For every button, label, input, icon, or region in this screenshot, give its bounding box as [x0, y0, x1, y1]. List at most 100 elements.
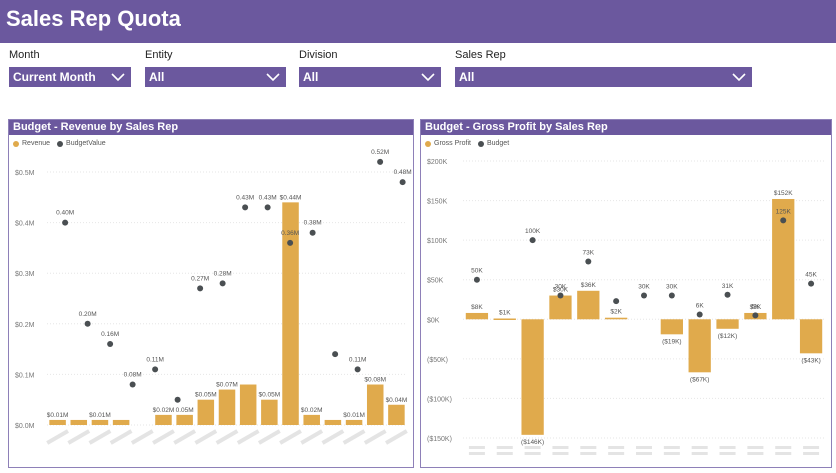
budget-data-label: 0.27M	[191, 275, 209, 282]
x-tick-label-blurred	[215, 429, 239, 445]
x-tick-label-blurred	[130, 429, 154, 445]
bar-data-label: $0.01M	[343, 412, 365, 419]
y-tick-label: $0.0M	[15, 423, 35, 430]
revenue-bar	[218, 389, 236, 425]
chevron-down-icon	[732, 73, 746, 82]
legend-swatch	[425, 140, 431, 147]
bar-data-label: $36K	[581, 282, 597, 289]
budget-data-label: 30K	[666, 284, 678, 291]
bar-data-label: ($12K)	[718, 333, 738, 340]
budget-data-label: 100K	[525, 228, 541, 235]
bar-data-label: $0.02M	[301, 407, 323, 414]
x-tick-label-blurred	[524, 452, 541, 455]
slicer-division: Division All	[299, 47, 441, 87]
budget-dot	[585, 258, 592, 265]
gross-profit-chart-plot: $200K $150K $100K $50K $0K ($50K) ($100K) ($150…	[427, 159, 825, 455]
budget-dot	[129, 381, 136, 388]
x-tick-label-blurred	[67, 429, 91, 445]
gross-profit-chart-panel: Budget - Gross Profit by Sales Rep Gross…	[420, 119, 832, 468]
chart-title: Budget - Gross Profit by Sales Rep	[421, 120, 831, 135]
sales-rep-dropdown[interactable]: All	[455, 67, 752, 87]
budget-data-label: 50K	[471, 268, 483, 275]
month-dropdown[interactable]: Current Month	[9, 67, 131, 87]
budget-dot	[332, 351, 339, 358]
dropdown-value: All	[459, 70, 475, 84]
x-tick-label-blurred	[636, 446, 652, 449]
budget-dot	[309, 229, 316, 236]
budget-data-label: 0.52M	[371, 149, 389, 156]
x-tick-label-blurred	[636, 452, 652, 455]
x-tick-label-blurred	[109, 429, 133, 445]
budget-data-label: 0.11M	[349, 356, 367, 363]
gross-profit-bar	[549, 295, 572, 320]
y-tick-label: ($100K)	[427, 396, 452, 403]
budget-dot	[354, 366, 361, 373]
x-tick-label-blurred	[257, 429, 281, 445]
x-tick-label-blurred	[152, 429, 175, 445]
slicer-label: Division	[299, 49, 338, 61]
slicer-month: Month Current Month	[9, 47, 131, 87]
budget-dot	[62, 219, 69, 226]
x-tick-label-blurred	[236, 429, 260, 445]
budget-data-label: 0.08M	[124, 372, 142, 379]
budget-dot	[668, 292, 675, 299]
revenue-bar	[239, 384, 257, 425]
budget-dot	[287, 239, 294, 246]
budget-dot	[808, 280, 815, 287]
bar-data-label: 0.05M	[176, 407, 194, 414]
y-tick-label: $0K	[427, 317, 440, 324]
x-tick-label-blurred	[747, 452, 764, 455]
y-tick-label: ($50K)	[427, 357, 448, 364]
report-header: Sales Rep Quota	[0, 0, 836, 43]
revenue-bar	[345, 419, 363, 425]
legend-label: Revenue	[22, 140, 51, 147]
x-tick-label-blurred	[342, 429, 366, 445]
budget-data-label: 30K	[638, 284, 650, 291]
budget-dot	[242, 204, 249, 211]
y-tick-label: ($150K)	[427, 436, 452, 443]
budget-data-label: 0.28M	[214, 270, 232, 277]
y-tick-label: $100K	[427, 238, 448, 245]
budget-dot	[613, 298, 620, 305]
revenue-bar	[324, 419, 342, 425]
x-tick-label-blurred	[552, 446, 569, 449]
chevron-down-icon	[421, 73, 435, 82]
budget-data-label: 125K	[776, 208, 792, 215]
y-tick-label: $0.2M	[15, 322, 35, 329]
legend-label: Gross Profit	[434, 140, 471, 147]
entity-dropdown[interactable]: All	[145, 67, 286, 87]
x-tick-label-blurred	[279, 429, 302, 445]
chart-legend: Gross Profit Budget	[425, 140, 513, 147]
budget-dot	[752, 312, 759, 319]
gross-profit-bar	[521, 319, 544, 435]
y-tick-label: $150K	[427, 199, 448, 206]
x-tick-label-blurred	[194, 429, 218, 445]
x-tick-label-blurred	[663, 452, 680, 455]
y-tick-label: $50K	[427, 278, 444, 285]
slicer-entity: Entity All	[145, 47, 286, 87]
revenue-bar	[176, 414, 193, 425]
budget-dot	[780, 217, 787, 224]
budget-dot	[529, 237, 536, 244]
budget-data-label: 0.43M	[236, 194, 254, 201]
x-tick-label-blurred	[468, 446, 485, 449]
slicer-label: Entity	[145, 49, 173, 61]
x-tick-label-blurred	[803, 452, 820, 455]
x-tick-label-blurred	[468, 452, 485, 455]
x-tick-label-blurred	[775, 446, 792, 449]
budget-dot	[696, 311, 703, 318]
division-dropdown[interactable]: All	[299, 67, 441, 87]
budget-dot	[377, 158, 384, 165]
budget-data-label: 0.48M	[394, 169, 412, 176]
budget-dot	[264, 204, 271, 211]
revenue-bar	[303, 414, 320, 425]
y-tick-label: $0.3M	[15, 271, 35, 278]
bar-data-label: $0.44M	[280, 194, 302, 201]
legend-label: BudgetValue	[66, 140, 106, 147]
gross-profit-bar	[772, 198, 795, 320]
x-tick-label-blurred	[608, 446, 625, 449]
gross-profit-bar	[465, 312, 489, 320]
bar-data-label: $8K	[750, 304, 762, 311]
gross-profit-bar	[577, 290, 600, 320]
x-tick-label-blurred	[524, 446, 541, 449]
